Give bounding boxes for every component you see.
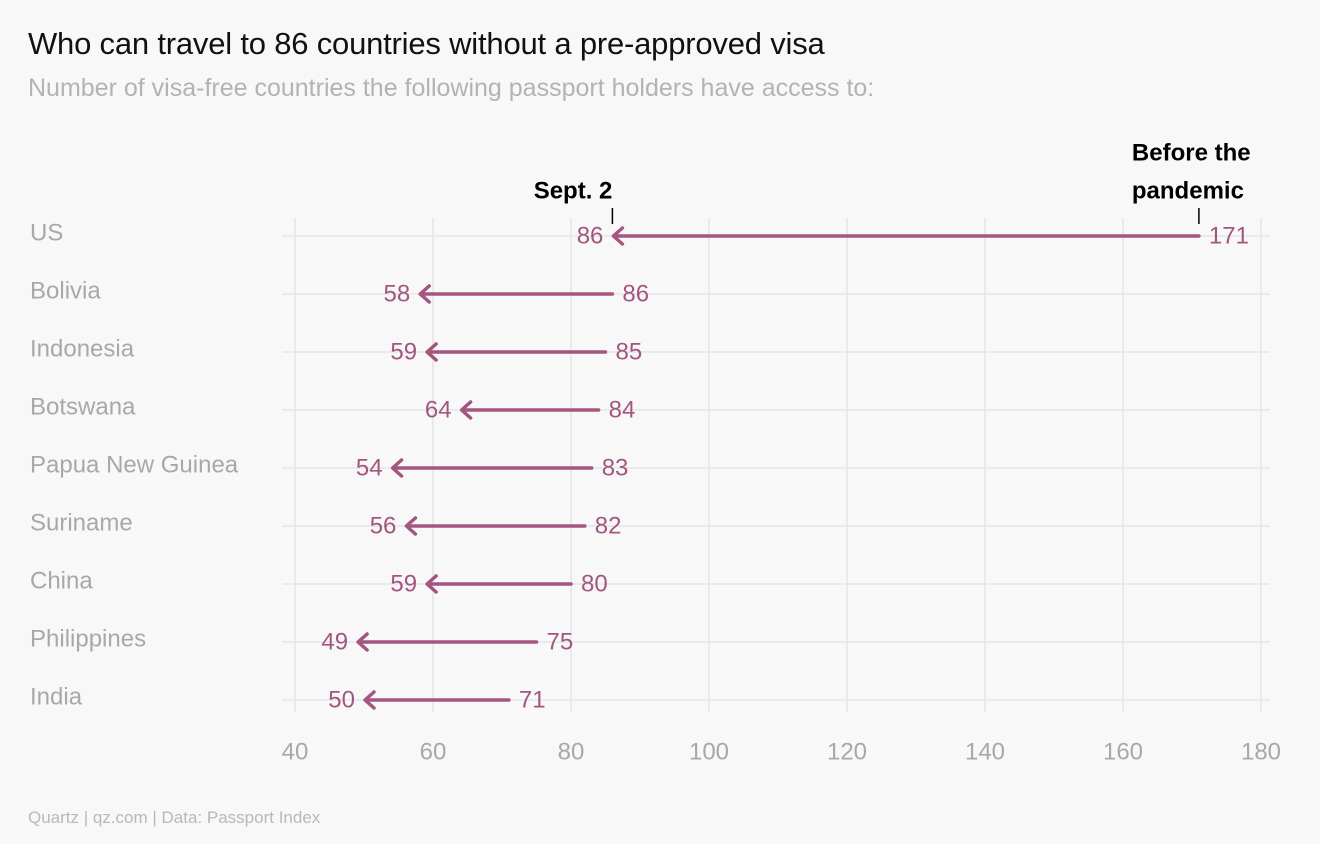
value-label-sept: 50 xyxy=(328,686,355,713)
value-label-before: 82 xyxy=(595,512,622,539)
value-label-before: 84 xyxy=(609,396,636,423)
category-label: Bolivia xyxy=(30,277,101,304)
value-label-before: 86 xyxy=(622,280,649,307)
x-tick-label: 140 xyxy=(965,738,1005,765)
category-label: Suriname xyxy=(30,509,133,536)
value-label-sept: 59 xyxy=(390,570,417,597)
category-label: US xyxy=(30,219,63,246)
chart-subtitle: Number of visa-free countries the follow… xyxy=(28,74,875,102)
annotation-label: Sept. 2 xyxy=(534,177,613,204)
value-label-before: 83 xyxy=(602,454,629,481)
chart-title: Who can travel to 86 countries without a… xyxy=(28,26,825,61)
value-label-before: 171 xyxy=(1209,222,1249,249)
x-tick-label: 120 xyxy=(827,738,867,765)
x-tick-label: 40 xyxy=(282,738,309,765)
arrow-head xyxy=(363,690,376,710)
x-tick-label: 60 xyxy=(420,738,447,765)
value-label-before: 80 xyxy=(581,570,608,597)
arrow-head xyxy=(611,226,625,246)
source-footer: Quartz | qz.com | Data: Passport Index xyxy=(28,808,321,827)
value-label-sept: 86 xyxy=(577,222,604,249)
value-label-sept: 49 xyxy=(321,628,348,655)
arrow-head xyxy=(425,574,438,594)
value-label-sept: 64 xyxy=(425,396,452,423)
x-tick-label: 80 xyxy=(558,738,585,765)
arrow-head xyxy=(425,342,438,362)
value-label-sept: 59 xyxy=(390,338,417,365)
x-tick-label: 160 xyxy=(1103,738,1143,765)
annotation-label: Before the xyxy=(1132,139,1251,166)
annotation-label: pandemic xyxy=(1132,177,1244,204)
x-tick-label: 100 xyxy=(689,738,729,765)
category-label: Indonesia xyxy=(30,335,135,362)
category-label: Botswana xyxy=(30,393,136,420)
category-label: Papua New Guinea xyxy=(30,451,239,478)
arrow-head xyxy=(404,516,418,536)
arrow-head xyxy=(390,458,404,478)
value-label-before: 71 xyxy=(519,686,546,713)
x-tick-label: 180 xyxy=(1241,738,1281,765)
value-label-sept: 56 xyxy=(370,512,397,539)
value-label-sept: 58 xyxy=(383,280,410,307)
category-label: China xyxy=(30,567,93,594)
arrow-head xyxy=(356,632,369,652)
arrow-head xyxy=(459,400,473,420)
value-label-sept: 54 xyxy=(356,454,383,481)
category-label: Philippines xyxy=(30,625,146,652)
value-label-before: 85 xyxy=(616,338,643,365)
value-label-before: 75 xyxy=(547,628,574,655)
arrow-head xyxy=(418,284,431,304)
category-label: India xyxy=(30,683,83,710)
